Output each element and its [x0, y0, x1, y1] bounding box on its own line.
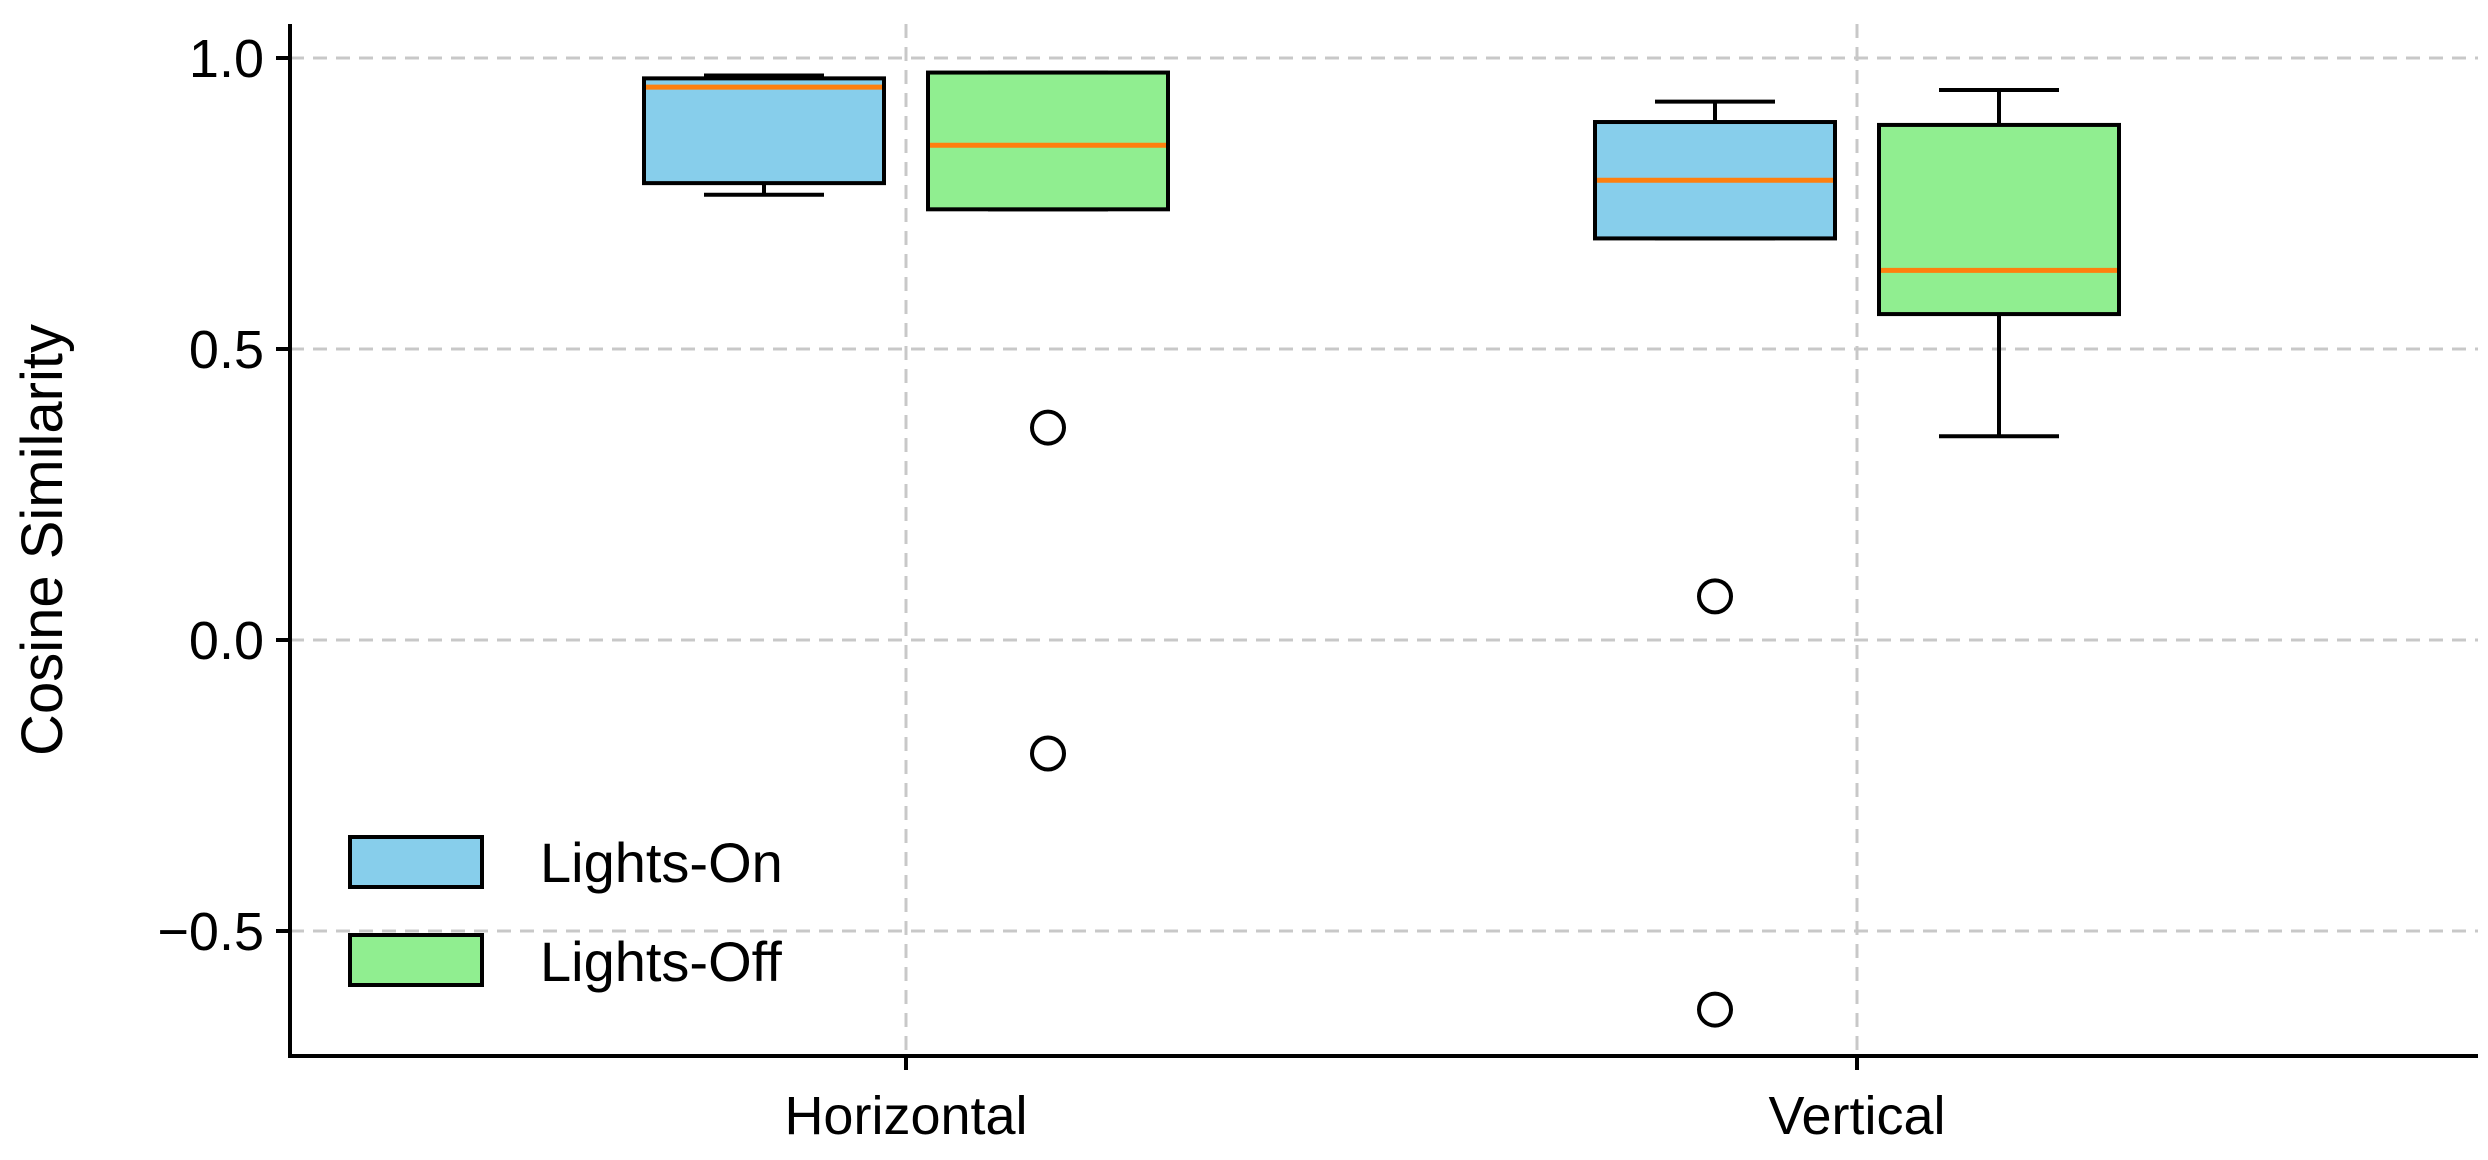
y-axis-label: Cosine Similarity [10, 324, 75, 756]
outlier-point [1030, 735, 1066, 772]
outlier-point [1030, 409, 1066, 446]
box-iqr [926, 70, 1170, 212]
box-lights-off-horizontal [926, 70, 1170, 772]
grid-lines [290, 24, 2478, 1056]
legend-label-lights-off: Lights-Off [540, 930, 782, 993]
ticks: 1.0 0.5 0.0 −0.5 Horizontal Vertical [157, 29, 1945, 1146]
box-iqr [1877, 122, 2121, 317]
y-tick-label: 1.0 [189, 29, 264, 89]
legend-swatch-lights-on [348, 835, 484, 889]
x-tick-label: Vertical [1768, 1086, 1945, 1146]
box-lights-on-horizontal [642, 73, 886, 197]
axes [288, 24, 2478, 1058]
outlier-point [1697, 578, 1733, 615]
box-lights-on-vertical [1593, 99, 1837, 1028]
box-plots [642, 70, 2121, 1028]
legend-label-lights-on: Lights-On [540, 831, 783, 894]
y-tick-label: −0.5 [157, 902, 264, 962]
box-lights-off-vertical [1877, 88, 2121, 439]
x-tick-label: Horizontal [784, 1086, 1027, 1146]
outlier-point [1697, 991, 1733, 1028]
legend: Lights-On Lights-Off [348, 831, 783, 993]
box-iqr [642, 76, 886, 186]
y-tick-label: 0.0 [189, 611, 264, 671]
y-tick-label: 0.5 [189, 320, 264, 380]
legend-swatch-lights-off [348, 933, 484, 987]
